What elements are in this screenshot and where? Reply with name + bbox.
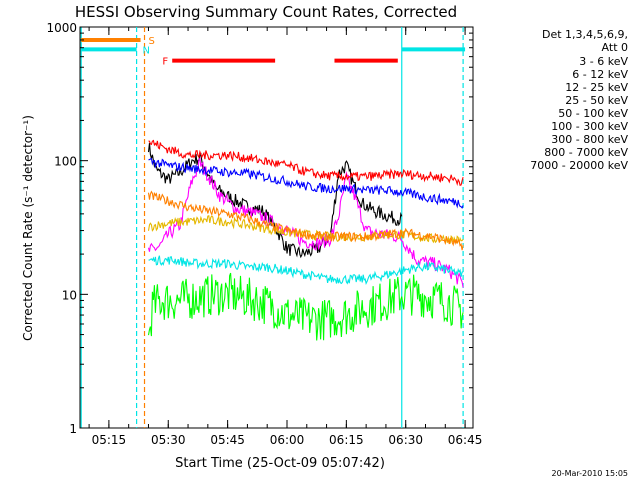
legend-header: Det 1,3,4,5,6,9, Att 0 [500,28,628,54]
legend-entry: 7000 - 20000 keV [480,159,628,172]
legend-label: 800 - 7000 keV [544,146,628,159]
legend-label: 6 - 12 keV [572,68,628,81]
x-tick-label: 06:00 [270,433,305,447]
legend-entry: 3 - 6 keV [480,55,628,68]
flag-label: N [143,45,150,56]
legend-label: 300 - 800 keV [551,133,628,146]
vertical-markers [80,27,464,428]
date-stamp: 20-Mar-2010 15:05 [552,469,629,478]
legend-label: 3 - 6 keV [579,55,628,68]
series-line [147,190,464,251]
series-line [148,139,464,186]
legend: 3 - 6 keV 6 - 12 keV 12 - 25 keV 25 - 50 ke… [480,55,628,172]
legend-entry: 100 - 300 keV [480,120,628,133]
flag-label: S [148,36,154,47]
flag-bars: SN F [81,36,466,68]
x-tick-label: 05:30 [151,433,186,447]
series-line [147,272,464,341]
legend-entry: 25 - 50 keV [480,94,628,107]
y-tick-label: 100 [54,155,77,169]
x-axis-label: Start Time (25-Oct-09 05:07:42) [175,456,385,471]
legend-entry: 6 - 12 keV [480,68,628,81]
y-tick-label: 1000 [46,21,77,35]
legend-entry: 300 - 800 keV [480,133,628,146]
series-line [148,255,464,286]
x-tick-label: 05:15 [92,433,127,447]
legend-label: 7000 - 20000 keV [530,159,628,172]
legend-label: 12 - 25 keV [565,81,628,94]
legend-entry: 800 - 7000 keV [480,146,628,159]
x-tick-label: 06:15 [329,433,364,447]
y-axis-label: Corrected Count Rate (s⁻¹ detector⁻¹) [21,115,35,341]
x-tick-label: 06:45 [448,433,483,447]
series-line [147,157,464,288]
axis-ticks: 05:15 05:30 05:45 06:00 06:15 06:30 06:45 1 10 10… [46,21,482,447]
x-tick-label: 06:30 [388,433,423,447]
legend-header-line: Det 1,3,4,5,6,9, [541,28,628,41]
chart-title: HESSI Observing Summary Count Rates, Cor… [75,3,457,21]
series-line [147,214,464,244]
legend-label: 25 - 50 keV [565,94,628,107]
legend-label: 50 - 100 keV [558,107,628,120]
series-lines [147,139,464,341]
x-tick-label: 05:45 [210,433,245,447]
legend-label: 100 - 300 keV [551,120,628,133]
y-tick-label: 10 [62,288,77,302]
series-line [148,157,464,209]
axis-frame [79,26,474,429]
legend-header-line: Att 0 [601,41,628,54]
plot-frame [79,26,474,429]
legend-entry: 12 - 25 keV [480,81,628,94]
legend-entry: 50 - 100 keV [480,107,628,120]
flag-label: F [162,57,168,68]
y-tick-label: 1 [69,422,77,436]
